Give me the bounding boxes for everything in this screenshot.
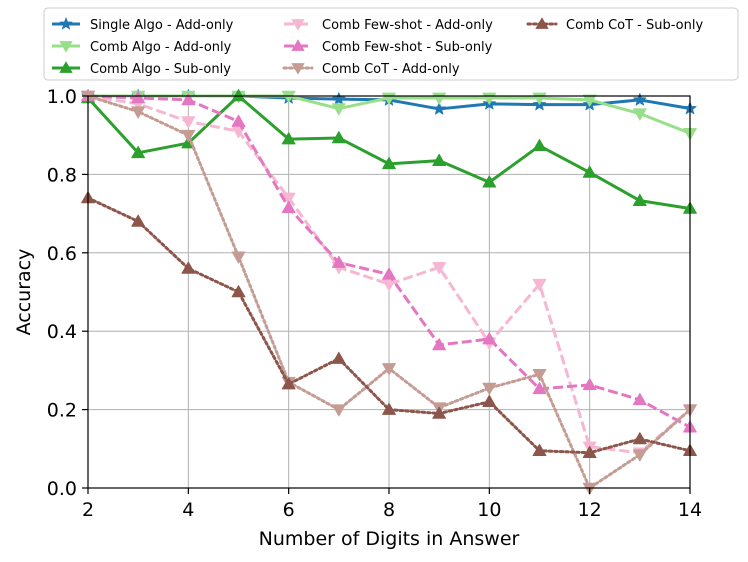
legend-label: Comb Algo - Sub-only <box>90 62 231 77</box>
y-tick-label: 0.6 <box>47 243 77 265</box>
data-point <box>632 449 647 462</box>
y-tick-label: 0.8 <box>47 164 77 186</box>
data-point <box>131 145 146 159</box>
data-point <box>532 369 547 382</box>
data-point <box>432 338 447 351</box>
data-point <box>532 381 547 395</box>
data-point <box>382 278 396 292</box>
grid-lines <box>87 95 691 489</box>
data-point <box>532 138 547 152</box>
legend-item: Comb Few-shot - Sub-only <box>284 39 493 55</box>
data-point <box>131 91 146 104</box>
y-tick-label: 0.4 <box>47 321 77 343</box>
legend-label: Single Algo - Add-only <box>90 18 234 33</box>
legend-marker <box>291 63 305 75</box>
data-point <box>331 351 346 364</box>
data-point <box>231 285 246 298</box>
legend-marker <box>59 16 73 30</box>
data-point <box>331 404 346 417</box>
legend-label: Comb Few-shot - Add-only <box>322 18 493 33</box>
data-point <box>582 94 597 107</box>
series-group <box>81 191 697 458</box>
data-point <box>532 443 547 457</box>
data-point <box>181 116 196 129</box>
data-point <box>432 102 446 115</box>
data-point <box>281 192 296 205</box>
data-point <box>331 255 346 268</box>
x-tick-label: 2 <box>82 499 94 521</box>
data-point <box>331 103 346 116</box>
x-tick-label: 6 <box>283 499 295 521</box>
data-point <box>181 261 196 274</box>
data-point <box>281 377 296 390</box>
x-tick-label: 12 <box>578 499 602 521</box>
data-point <box>231 114 246 127</box>
legend-label: Comb CoT - Add-only <box>322 62 460 77</box>
data-point <box>482 175 497 188</box>
legend-label: Comb Algo - Add-only <box>90 40 232 55</box>
data-point <box>131 214 146 227</box>
data-point <box>432 153 447 166</box>
data-point <box>332 92 346 105</box>
legend-item: Comb CoT - Add-only <box>282 62 460 77</box>
data-point <box>382 402 396 415</box>
x-axis-label: Number of Digits in Answer <box>259 528 520 550</box>
data-point <box>432 262 447 275</box>
data-point <box>632 193 647 206</box>
legend-label: Comb Few-shot - Sub-only <box>322 40 493 55</box>
legend-item: Single Algo - Add-only <box>52 16 234 33</box>
legend-box <box>43 7 739 81</box>
y-tick-label: 1.0 <box>47 86 77 108</box>
x-tick-label: 10 <box>477 499 501 521</box>
x-tick-label: 8 <box>383 499 395 521</box>
y-tick-label: 0.2 <box>47 400 77 422</box>
legend: Single Algo - Add-only Comb Algo - Add-on… <box>43 7 739 81</box>
legend-marker <box>291 19 305 31</box>
data-point <box>382 267 396 280</box>
data-point <box>632 108 647 121</box>
data-point <box>582 165 597 178</box>
x-tick-label: 4 <box>182 499 194 521</box>
data-point <box>482 332 497 345</box>
data-point <box>181 93 196 106</box>
legend-item: Comb Algo - Sub-only <box>52 61 231 77</box>
data-point <box>281 200 296 213</box>
legend-item: Comb CoT - Sub-only <box>526 17 703 33</box>
data-point <box>532 278 547 292</box>
legend-marker <box>59 61 73 73</box>
x-tick-label: 14 <box>678 499 702 521</box>
data-point <box>382 156 396 170</box>
data-point <box>582 445 597 458</box>
data-point <box>633 93 647 106</box>
data-point <box>331 131 346 144</box>
data-point <box>582 378 597 391</box>
data-point <box>231 89 246 102</box>
data-point <box>482 394 497 408</box>
legend-item: Comb Few-shot - Add-only <box>284 18 493 33</box>
y-tick-label: 0.0 <box>47 478 77 500</box>
data-point <box>231 251 246 264</box>
legend-marker <box>59 41 73 53</box>
data-point <box>181 129 196 143</box>
data-point <box>632 392 647 406</box>
legend-label: Comb CoT - Sub-only <box>566 18 703 33</box>
y-axis-label: Accuracy <box>13 249 35 336</box>
tick-labels: 2 4 6 8 10 12 14 0.0 0.2 0.4 0.6 0.8 1.0 <box>47 86 702 521</box>
data-point <box>281 90 296 103</box>
data-point <box>432 406 447 419</box>
legend-item: Comb Algo - Add-only <box>52 40 232 55</box>
legend-marker <box>291 39 305 51</box>
data-point <box>632 432 647 445</box>
data-point <box>131 106 146 119</box>
legend-marker <box>535 17 549 29</box>
data-point <box>382 363 396 376</box>
data-point <box>482 382 497 395</box>
data-point <box>281 132 296 145</box>
